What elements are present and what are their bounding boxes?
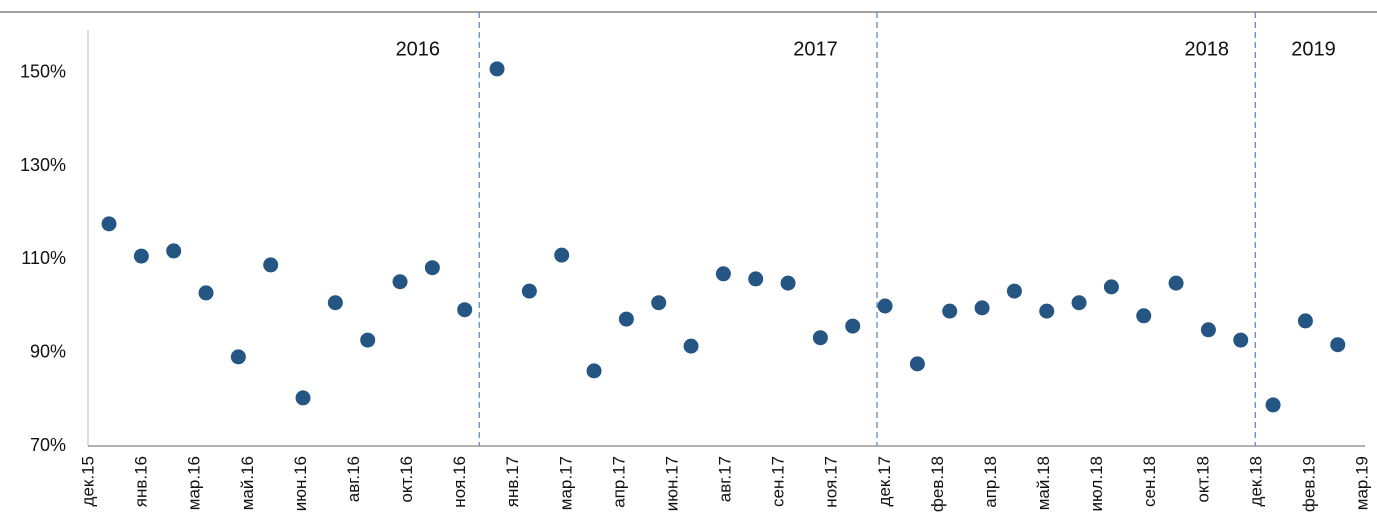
- point: [1006, 283, 1022, 299]
- year-label: 2019: [1291, 38, 1336, 60]
- x-tick-label: май.18: [1034, 456, 1053, 510]
- point: [198, 285, 214, 301]
- point: [1136, 308, 1152, 324]
- point: [974, 300, 990, 316]
- y-tick-label: 130%: [20, 155, 66, 175]
- point: [1265, 397, 1281, 413]
- point: [812, 330, 828, 346]
- point: [1330, 337, 1346, 353]
- point: [651, 295, 667, 311]
- x-tick-label: дек.15: [78, 456, 97, 506]
- y-tick-label: 70%: [30, 435, 66, 455]
- x-tick-label: окт.16: [397, 456, 416, 503]
- point: [101, 216, 117, 232]
- point: [877, 298, 893, 314]
- point: [457, 302, 473, 318]
- x-tick-label: июн.16: [291, 456, 310, 511]
- point: [392, 274, 408, 290]
- point: [909, 356, 925, 372]
- x-tick-label: май.16: [238, 456, 257, 510]
- point: [263, 257, 279, 273]
- x-tick-label: дек.17: [875, 456, 894, 506]
- x-tick-label: дек.18: [1246, 456, 1265, 506]
- point: [295, 390, 311, 406]
- point: [489, 61, 505, 77]
- point: [845, 318, 861, 334]
- point: [360, 332, 376, 348]
- point: [230, 349, 246, 365]
- x-tick-label: июл.18: [1087, 456, 1106, 511]
- point: [327, 295, 343, 311]
- point: [1039, 303, 1055, 319]
- x-tick-label: мар.19: [1352, 456, 1371, 510]
- point: [166, 243, 182, 259]
- y-tick-label: 90%: [30, 341, 66, 361]
- x-tick-label: апр.17: [609, 456, 628, 508]
- x-tick-label: фев.19: [1299, 456, 1318, 512]
- point: [618, 311, 634, 327]
- x-tick-label: окт.18: [1193, 456, 1212, 503]
- point: [942, 303, 958, 319]
- point: [1103, 279, 1119, 295]
- x-tick-label: янв.17: [503, 456, 522, 507]
- x-tick-label: авг.17: [715, 456, 734, 502]
- x-tick-label: янв.16: [132, 456, 151, 507]
- point: [521, 283, 537, 299]
- x-tick-label: авг.16: [344, 456, 363, 502]
- point: [1168, 275, 1184, 291]
- point: [748, 271, 764, 287]
- y-tick-label: 150%: [20, 61, 66, 81]
- x-tick-label: мар.16: [185, 456, 204, 510]
- point: [133, 248, 149, 264]
- year-label: 2017: [793, 38, 838, 60]
- x-tick-label: сен.18: [1140, 456, 1159, 507]
- point: [780, 275, 796, 291]
- point: [715, 266, 731, 282]
- point: [1297, 313, 1313, 329]
- point: [1200, 322, 1216, 338]
- x-tick-label: ноя.17: [822, 456, 841, 508]
- x-tick-label: мар.17: [556, 456, 575, 510]
- year-label: 2018: [1185, 38, 1230, 60]
- x-tick-label: фев.18: [928, 456, 947, 512]
- point: [424, 260, 440, 276]
- year-label: 2016: [396, 38, 441, 60]
- x-tick-label: апр.18: [981, 456, 1000, 508]
- point: [554, 247, 570, 263]
- point: [683, 338, 699, 354]
- x-tick-label: сен.17: [769, 456, 788, 507]
- point: [1071, 295, 1087, 311]
- point: [586, 363, 602, 379]
- x-tick-label: ноя.16: [450, 456, 469, 508]
- x-tick-label: июн.17: [662, 456, 681, 511]
- y-tick-label: 110%: [21, 248, 66, 268]
- point: [1233, 332, 1249, 348]
